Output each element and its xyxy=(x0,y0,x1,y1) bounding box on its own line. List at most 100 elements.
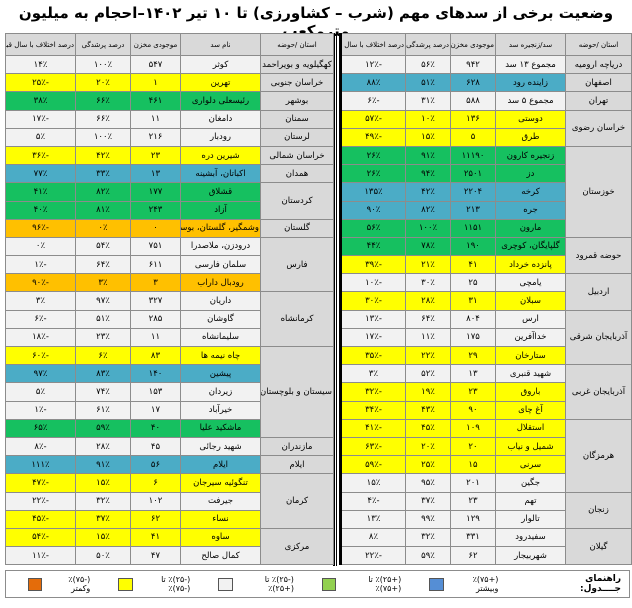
storage-cell: ۱۹۰ xyxy=(450,236,496,257)
change-percent-cell: ۷۷٪ xyxy=(5,164,76,184)
dam-name-cell: سلمان فارسی xyxy=(180,255,261,275)
change-percent-cell: ۲۶٪ xyxy=(340,164,406,184)
change-percent-cell: ۹۷٪ xyxy=(5,364,76,384)
change-percent-cell: -۶٪ xyxy=(340,91,406,111)
fill-percent-cell: ۱۵٪ xyxy=(75,527,131,548)
storage-cell: ۱۳ xyxy=(450,364,496,384)
storage-cell: ۴۷ xyxy=(130,546,181,566)
change-percent-cell: -۵۷٪ xyxy=(340,109,406,129)
dam-name-cell: باروق xyxy=(495,382,566,402)
right-dam-table: استان /حوضه سد/زنجیره سد موجودی مخزن درصد پ… xyxy=(339,33,632,566)
province-cell: اصفهان xyxy=(565,73,632,93)
column-header: موجودی مخزن xyxy=(130,33,181,56)
dam-name-cell: استقلال xyxy=(495,418,566,438)
table-row: هرمزگان استقلال ۱۰۹ ۴۵٪ -۴۱٪ xyxy=(340,418,632,493)
storage-cell: ۴۵ xyxy=(130,436,181,457)
change-percent-cell: -۱۲٪ xyxy=(340,54,406,75)
fill-percent-cell: ۵۱٪ xyxy=(405,73,451,93)
change-percent-cell: -۳۹٪ xyxy=(340,255,406,275)
province-cell: ایلام xyxy=(260,455,334,475)
fill-percent-cell: ۷۴٪ xyxy=(75,382,131,402)
storage-cell: ۶۲۸ xyxy=(450,73,496,93)
storage-cell: ۲۸۵ xyxy=(130,309,181,329)
change-percent-cell: -۲۲٪ xyxy=(340,546,406,566)
dam-name-cell: آغ چای xyxy=(495,400,566,420)
table-row: آزاد ۲۴۳ ۸۱٪ ۴۰٪ xyxy=(5,200,334,220)
storage-cell: ۱۰۲ xyxy=(130,491,181,511)
legend-item-text: (+۲۵)٪ تا (+۷۵)٪ xyxy=(368,575,402,593)
table-row: مازندران شهید رجائی ۴۵ ۲۸٪ -۸٪ xyxy=(5,436,334,457)
dam-name-cell: سلیمانشاه xyxy=(180,327,261,348)
table-row: کرمانشاه داریان ۳۲۷ ۹۷٪ ۳٪ xyxy=(5,291,334,347)
fill-percent-cell: ۲۸٪ xyxy=(405,291,451,311)
fill-percent-cell: ۹۹٪ xyxy=(405,509,451,529)
change-percent-cell: -۱۷٪ xyxy=(340,327,406,348)
change-percent-cell: -۶۰٪ xyxy=(5,345,76,366)
table-row: پیشین ۱۴۰ ۸۳٪ ۹۷٪ xyxy=(5,364,334,384)
fill-percent-cell: ۵۹٪ xyxy=(405,546,451,566)
storage-cell: ۸۰۴ xyxy=(450,309,496,329)
fill-percent-cell: ۶۱٪ xyxy=(75,400,131,420)
change-percent-cell: ۲۶٪ xyxy=(340,145,406,166)
fill-percent-cell: ۵۶٪ xyxy=(405,54,451,75)
fill-percent-cell: ۶۴٪ xyxy=(75,255,131,275)
dam-name-cell: ساوه xyxy=(180,527,261,548)
province-cell: خراسان جنوبی xyxy=(260,73,334,93)
fill-percent-cell: ۴۵٪ xyxy=(405,418,451,438)
dam-name-cell: رئیسعلی دلواری xyxy=(180,91,261,111)
province-cell: خوزستان xyxy=(565,145,632,238)
fill-percent-cell: ۱۹٪ xyxy=(405,382,451,402)
column-header: درصد پرشدگی xyxy=(405,33,451,56)
dam-name-cell: سفیدرود xyxy=(495,527,566,548)
fill-percent-cell: ۲۸٪ xyxy=(75,436,131,457)
storage-cell: ۶۲ xyxy=(130,509,181,529)
change-percent-cell: -۱۳٪ xyxy=(340,309,406,329)
fill-percent-cell: ۲۳٪ xyxy=(75,327,131,348)
storage-cell: ۱۱۱۹۰ xyxy=(450,145,496,166)
storage-cell: ۴۶۱ xyxy=(130,91,181,111)
table-row: فارس درودزن، ملاصدرا ۷۵۱ ۵۴٪ ۰٪ xyxy=(5,236,334,293)
table-row: اصفهان زاینده رود ۶۲۸ ۵۱٪ ۸۸٪ xyxy=(340,73,632,93)
province-cell: کردستان xyxy=(260,182,334,220)
province-cell: گلستان xyxy=(260,218,334,238)
table-row: سیستان و بلوچستان چاه نیمه ها ۸۳ ۶٪ -۶۰٪ xyxy=(5,345,334,438)
storage-cell: ۹۴۲ xyxy=(450,54,496,75)
change-percent-cell: -۲۵٪ xyxy=(5,73,76,93)
table-row: کردستان قشلاق ۱۷۷ ۸۲٪ ۴۱٪ xyxy=(5,182,334,220)
legend-swatch xyxy=(27,577,43,591)
fill-percent-cell: ۸۱٪ xyxy=(75,200,131,220)
province-cell: دریاچه ارومیه xyxy=(565,54,632,75)
column-header: درصد پرشدگی xyxy=(75,33,131,56)
province-cell: سیستان و بلوچستان xyxy=(260,346,334,438)
table-row: خداآفرین ۱۷۵ ۱۱٪ -۱۷٪ xyxy=(340,327,632,348)
fill-percent-cell: ۸۳٪ xyxy=(75,364,131,384)
storage-cell: ۴۱ xyxy=(450,255,496,275)
dam-name-cell: دز xyxy=(495,164,566,184)
storage-cell: ۵۸۸ xyxy=(450,91,496,111)
table-row: رودبال داراب ۳ ۳٪ -۹۰٪ xyxy=(5,273,334,293)
fill-percent-cell: ۶٪ xyxy=(75,345,131,366)
table-row: ایلام ایلام ۵۶ ۹۱٪ ۱۱۱٪ xyxy=(5,455,334,475)
dam-name-cell: شمیل و نیاب xyxy=(495,436,566,457)
storage-cell: ۱۱۵۱ xyxy=(450,218,496,238)
province-cell: مازندران xyxy=(260,436,334,457)
storage-cell: ۸۳ xyxy=(130,345,181,366)
dam-name-cell: پانزده خرداد xyxy=(495,255,566,275)
change-percent-cell: ۵٪ xyxy=(5,382,76,402)
fill-percent-cell: ۹۵٪ xyxy=(405,473,451,493)
dam-name-cell: جره xyxy=(495,200,566,220)
fill-percent-cell: ۵۱٪ xyxy=(75,309,131,329)
change-percent-cell: ۱۵٪ xyxy=(340,473,406,493)
fill-percent-cell: ۵۰٪ xyxy=(75,546,131,566)
change-percent-cell: -۸٪ xyxy=(5,436,76,457)
storage-cell: ۰ xyxy=(130,218,181,238)
province-cell: زنجان xyxy=(565,491,632,529)
storage-cell: ۱۰۹ xyxy=(450,418,496,438)
column-header: استان /حوضه xyxy=(260,33,334,56)
table-row: کمال صالح ۴۷ ۵۰٪ -۱۱٪ xyxy=(5,546,334,566)
legend-label: راهنمای جــــدول: xyxy=(580,574,621,594)
fill-percent-cell: ۵۴٪ xyxy=(75,236,131,257)
change-percent-cell: ۳٪ xyxy=(340,364,406,384)
dam-name-cell: سرنی xyxy=(495,455,566,475)
fill-percent-cell: ۴۲٪ xyxy=(75,145,131,166)
